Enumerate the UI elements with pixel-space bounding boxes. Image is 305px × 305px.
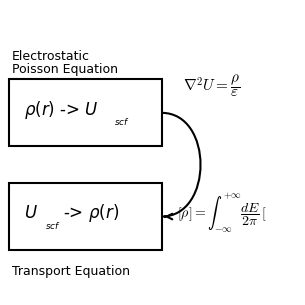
Text: $U$: $U$ <box>24 204 38 223</box>
Text: $\rho(r)$ -> $U$: $\rho(r)$ -> $U$ <box>24 99 99 121</box>
Text: Transport Equation: Transport Equation <box>12 265 130 278</box>
Text: -> $\rho(r)$: -> $\rho(r)$ <box>63 203 119 224</box>
Text: $_{scf}$: $_{scf}$ <box>114 114 130 127</box>
Text: $\nabla^2 U = \dfrac{\rho}{\varepsilon}$: $\nabla^2 U = \dfrac{\rho}{\varepsilon}$ <box>183 72 240 99</box>
Text: Poisson Equation: Poisson Equation <box>12 63 118 76</box>
Text: $[\rho]=\int_{-\infty}^{+\infty}\dfrac{dE}{2\pi}\,[$: $[\rho]=\int_{-\infty}^{+\infty}\dfrac{d… <box>177 192 267 235</box>
Text: Electrostatic: Electrostatic <box>12 49 90 63</box>
FancyBboxPatch shape <box>9 183 162 250</box>
FancyBboxPatch shape <box>9 79 162 146</box>
Text: $_{scf}$: $_{scf}$ <box>45 218 61 231</box>
